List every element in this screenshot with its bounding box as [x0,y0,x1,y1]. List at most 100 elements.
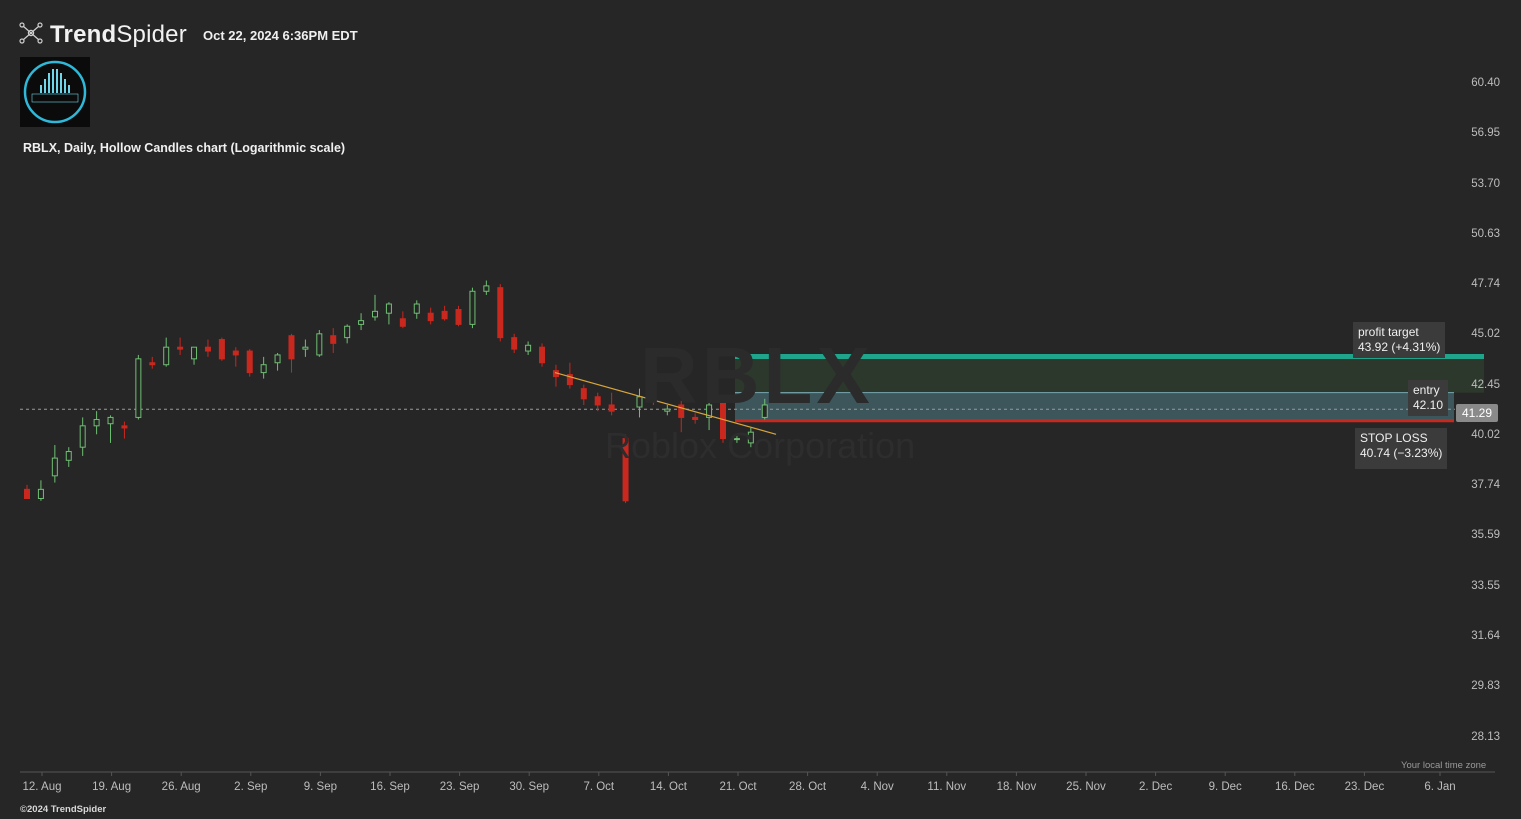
x-tick-label: 30. Sep [509,781,550,793]
candle-body [413,303,420,314]
candle [664,404,671,416]
candle [302,339,309,357]
y-tick-label: 47.74 [1471,278,1500,291]
candle [497,284,504,342]
candle [427,307,434,325]
x-tick-label: 9. Sep [303,781,338,793]
y-tick-label: 50.63 [1471,227,1500,240]
candle [441,305,448,321]
x-tick-label: 26. Aug [161,781,201,793]
candle [539,343,546,367]
candle [399,311,406,329]
candle-body [24,488,30,500]
y-tick-label: 40.02 [1471,429,1500,442]
chart-grid [41,772,1441,776]
stop-loss-label: STOP LOSS [1360,431,1428,445]
candle [79,417,86,456]
candle [566,362,573,389]
candle-body [232,350,239,356]
y-tick-label: 35.59 [1471,529,1500,542]
y-tick-label: 45.02 [1471,328,1500,341]
y-tick-label: 28.13 [1471,730,1500,743]
x-tick-label: 6. Jan [1424,781,1456,793]
x-tick-label: 23. Dec [1344,781,1385,793]
candle [246,349,253,377]
candle-body [302,346,309,350]
candle-body [191,346,198,360]
candle [706,402,713,431]
candle-body [65,451,72,461]
candle-body [580,388,587,400]
candle-body [149,362,156,366]
candle [37,480,44,501]
candle-body [427,312,434,322]
candle [733,434,740,443]
x-tick-label: 19. Aug [92,781,132,793]
candle-body [246,350,253,374]
x-tick-label: 9. Dec [1208,781,1242,793]
current-price-badge: 41.29 [1456,404,1498,422]
candle-body [608,404,615,412]
candle [761,398,768,420]
candle-body [539,346,546,364]
candle-body [260,364,267,374]
candle [93,411,100,435]
candle-body [121,425,128,429]
candle [177,337,184,355]
candle [580,384,587,405]
x-tick-label: 23. Sep [439,781,480,793]
candle-body [706,404,713,418]
candle-body [678,404,685,418]
candle [163,337,170,367]
profit-target-label: profit target [1358,325,1419,339]
candle-body [274,354,281,364]
copyright: ©2024 TrendSpider [20,804,107,815]
candle [650,392,657,405]
x-tick-label: 14. Oct [649,781,687,793]
timezone-note[interactable]: Your local time zone [1401,760,1487,771]
candle [552,364,559,387]
y-tick-label: 33.55 [1471,579,1500,592]
brand[interactable]: TrendSpider [18,20,187,50]
candle [288,333,295,373]
y-tick-label: 60.40 [1471,77,1500,89]
x-tick-label: 4. Nov [860,781,894,793]
entry-label: entry [1413,383,1440,397]
candle [608,392,615,416]
chart-title: RBLX, Daily, Hollow Candles chart (Logar… [23,141,346,155]
entry-zone [735,392,1454,421]
y-tick-label: 37.74 [1471,479,1500,492]
candle [372,294,378,321]
candle [24,484,30,500]
candle [455,305,462,327]
x-tick-label: 16. Dec [1274,781,1315,793]
trendline[interactable] [554,372,777,435]
candle [692,413,699,424]
x-tick-label: 11. Nov [927,781,967,793]
candle-body [483,285,490,292]
x-tick-label: 21. Oct [719,781,757,793]
candle-body [664,408,671,412]
candle-body [511,337,518,350]
candle [747,427,754,448]
candle [65,447,72,467]
candle [121,421,128,439]
candle [135,354,142,420]
profit-target-value: 43.92 (+4.31%) [1358,340,1441,354]
candle-body [344,325,351,339]
x-tick-label: 2. Dec [1138,781,1173,793]
x-tick-label: 18. Nov [996,781,1037,793]
x-tick-label: 2. Sep [234,781,268,793]
candle-body [469,290,476,325]
candle [107,415,114,443]
y-tick-label: 31.64 [1471,629,1500,642]
profit-target-tag: profit target 43.92 (+4.31%) [1353,322,1446,358]
candle-body [733,438,740,441]
candle [344,324,351,344]
x-tick-label: 25. Nov [1066,781,1106,793]
candle-body [135,358,142,418]
y-tick-label: 56.95 [1471,127,1500,140]
candle-body [399,318,406,327]
candle [330,328,337,353]
